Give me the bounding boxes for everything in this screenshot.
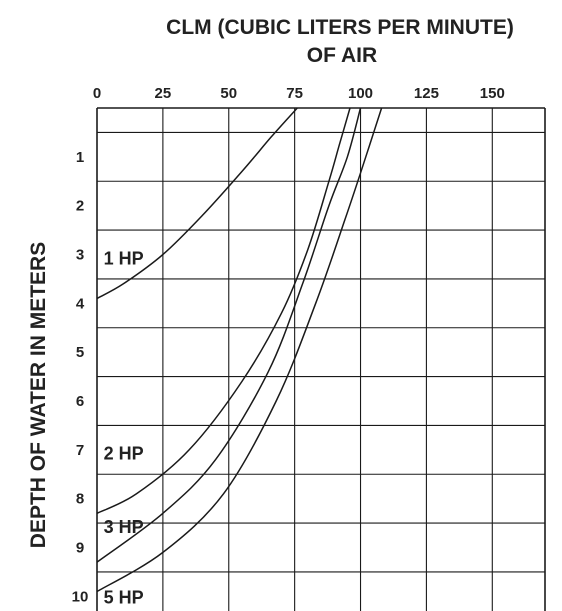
x-tick-label-50: 50 <box>220 85 237 102</box>
y-tick-label-2: 2 <box>76 198 84 215</box>
y-tick-label-7: 7 <box>76 442 84 459</box>
curve-2-hp <box>96 107 351 514</box>
curve-5-hp <box>96 107 383 593</box>
curve-3-hp <box>96 107 362 563</box>
x-tick-label-25: 25 <box>155 85 172 102</box>
curve-label-1-hp: 1 HP <box>104 248 144 268</box>
y-axis-label: DEPTH OF WATER IN METERS <box>27 242 50 548</box>
x-tick-label-0: 0 <box>93 85 101 102</box>
series-labels: 1 HP 2 HP 3 HP 5 HP <box>104 248 144 607</box>
curve-label-3-hp: 3 HP <box>104 517 144 537</box>
y-tick-label-3: 3 <box>76 247 84 264</box>
x-tick-label-150: 150 <box>480 85 505 102</box>
series-lines <box>96 107 383 593</box>
curve-1-hp <box>96 107 298 300</box>
chart-title-line1: CLM (CUBIC LITERS PER MINUTE) <box>166 16 514 39</box>
x-tick-label-125: 125 <box>414 85 439 102</box>
y-tick-label-1: 1 <box>76 149 84 166</box>
curve-label-5-hp: 5 HP <box>104 588 144 608</box>
y-tick-label-6: 6 <box>76 393 84 410</box>
x-tick-labels: 0 25 50 75 100 125 150 <box>93 85 505 102</box>
y-tick-label-10: 10 <box>72 588 89 605</box>
y-tick-label-4: 4 <box>76 295 85 312</box>
y-tick-label-5: 5 <box>76 344 84 361</box>
y-tick-labels: 1 2 3 4 5 6 7 8 9 10 <box>72 149 89 606</box>
x-tick-label-100: 100 <box>348 85 373 102</box>
y-tick-label-9: 9 <box>76 540 84 557</box>
x-tick-label-75: 75 <box>286 85 303 102</box>
curve-label-2-hp: 2 HP <box>104 444 144 464</box>
y-tick-label-8: 8 <box>76 491 84 508</box>
grid <box>96 107 546 611</box>
chart-title-line2: OF AIR <box>307 44 377 67</box>
